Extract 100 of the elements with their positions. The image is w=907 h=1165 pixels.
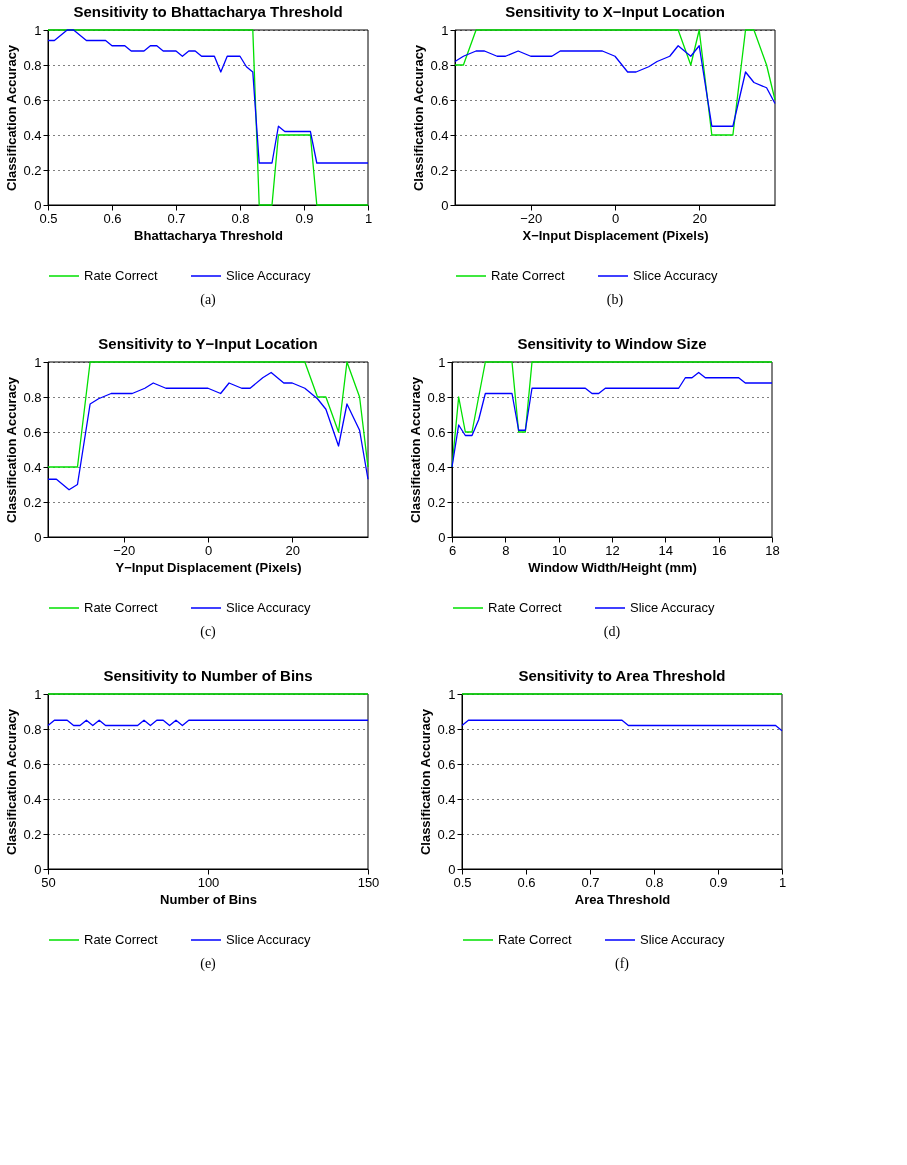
y-tick-label: 0.4 [430,127,449,143]
y-tick-label: 1 [34,686,42,702]
y-tick-label: 1 [34,22,42,38]
chart-title: Sensitivity to X−Input Location [505,3,725,20]
y-tick-label: 0.2 [430,162,449,178]
x-tick-label: 50 [41,874,56,890]
x-tick-label: 0.5 [453,874,472,890]
x-tick-label: 0.6 [103,210,122,226]
x-tick-label: 16 [711,542,727,558]
line-series [47,361,369,468]
y-tick-label: 0.4 [23,791,42,807]
x-tick-label: 150 [357,874,380,890]
x-tick-label: 0.9 [709,874,728,890]
x-tick-label: −20 [113,542,136,558]
legend-label: Slice Accuracy [640,932,726,947]
y-axis-title: Classification Accuracy [411,44,427,192]
y-tick-label: 0.2 [437,826,456,842]
y-tick-label: 0.8 [23,721,42,737]
x-tick-label: 10 [551,542,567,558]
x-axis-title: Window Width/Height (mm) [528,559,697,575]
x-tick-label: 20 [692,210,707,226]
legend-label: Rate Correct [498,932,573,947]
legend-label: Rate Correct [84,932,159,947]
y-tick-label: 0 [438,529,446,545]
y-tick-label: 0.2 [23,826,42,842]
y-tick-label: 1 [438,354,446,370]
y-tick-label: 1 [448,686,456,702]
y-tick-label: 0 [34,197,42,213]
x-tick-label: 18 [765,542,780,558]
x-tick-label: 0.7 [167,210,186,226]
y-tick-label: 1 [441,22,449,38]
legend-label: Rate Correct [488,600,563,615]
line-series [47,29,369,164]
legend-label: Slice Accuracy [226,268,312,283]
y-tick-label: 0 [34,861,42,877]
chart-title: Sensitivity to Number of Bins [103,667,313,684]
y-tick-label: 0.2 [23,494,42,510]
y-tick-label: 0 [448,861,456,877]
y-axis-title: Classification Accuracy [408,376,424,524]
y-tick-label: 0.6 [430,92,449,108]
y-tick-label: 0.8 [23,57,42,73]
text: (a) [200,292,217,308]
y-tick-label: 0.8 [437,721,456,737]
x-tick-label: 0.8 [645,874,664,890]
y-tick-label: 0.4 [427,459,446,475]
x-tick-label: 14 [658,542,674,558]
x-axis-title: Number of Bins [160,891,257,907]
y-tick-label: 0.4 [23,459,42,475]
legend-label: Slice Accuracy [633,268,719,283]
text: (c) [200,624,217,640]
y-tick-label: 0.6 [427,424,446,440]
y-tick-label: 0.6 [437,756,456,772]
y-tick-label: 0.6 [23,92,42,108]
x-axis-title: X−Input Displacement (Pixels) [522,227,709,243]
x-tick-label: 12 [605,542,620,558]
x-tick-label: 1 [778,874,787,890]
legend-label: Rate Correct [84,268,159,283]
x-tick-label: 0 [204,542,213,558]
legend-label: Rate Correct [84,600,159,615]
chart-title: Sensitivity to Bhattacharya Threshold [73,3,343,20]
x-axis-title: Area Threshold [574,891,671,907]
y-tick-label: 0 [441,197,449,213]
x-tick-label: 1 [364,210,373,226]
legend-label: Slice Accuracy [226,932,312,947]
legend-label: Slice Accuracy [630,600,716,615]
x-tick-label: 0.9 [295,210,314,226]
y-tick-label: 1 [34,354,42,370]
line-series [454,29,776,136]
y-tick-label: 0.8 [430,57,449,73]
x-tick-label: 0 [611,210,620,226]
chart-title: Sensitivity to Window Size [517,335,707,352]
y-tick-label: 0.8 [23,389,42,405]
text: (e) [200,956,217,972]
y-axis-title: Classification Accuracy [4,44,20,192]
y-tick-label: 0.6 [23,424,42,440]
x-tick-label: 0.5 [39,210,58,226]
text: (d) [603,624,621,640]
x-tick-label: 6 [448,542,457,558]
x-tick-label: 0.6 [517,874,536,890]
x-tick-label: 20 [285,542,300,558]
x-axis-title: Y−Input Displacement (Pixels) [115,559,302,575]
text: (f) [615,956,630,972]
y-tick-label: 0.8 [427,389,446,405]
legend-label: Rate Correct [491,268,566,283]
line-series [454,45,776,127]
text: (b) [606,292,624,308]
chart-title: Sensitivity to Y−Input Location [98,335,318,352]
y-tick-label: 0.2 [427,494,446,510]
line-series [47,371,369,491]
x-tick-label: 0.7 [581,874,600,890]
y-tick-label: 0.6 [23,756,42,772]
x-tick-label: 100 [197,874,220,890]
y-axis-title: Classification Accuracy [4,708,20,856]
y-tick-label: 0 [34,529,42,545]
x-axis-title: Bhattacharya Threshold [134,227,283,243]
y-axis-title: Classification Accuracy [418,708,434,856]
chart-title: Sensitivity to Area Threshold [518,667,726,684]
x-tick-label: 0.8 [231,210,250,226]
x-tick-label: 8 [502,542,510,558]
y-tick-label: 0.4 [437,791,456,807]
